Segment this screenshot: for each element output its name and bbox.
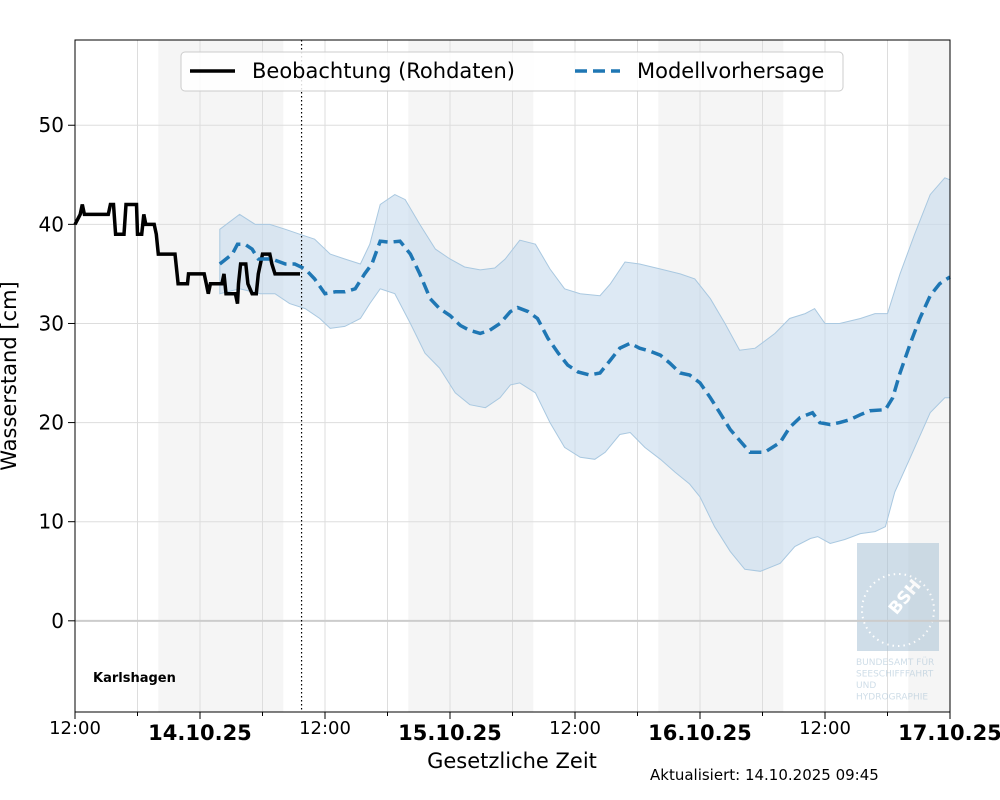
y-tick-label: 50 [39, 113, 64, 137]
x-tick-label: 12:00 [799, 718, 851, 739]
y-tick-label: 20 [39, 411, 64, 435]
x-tick-label: 14.10.25 [148, 721, 252, 745]
logo-caption-line: HYDROGRAPHIE [856, 693, 928, 703]
y-tick-label: 30 [39, 311, 64, 335]
series-observation-line [73, 202, 300, 304]
bsh-logo: BSH BUNDESAMT FÜR SEESCHIFFFAHRT UND HYDROG… [856, 543, 939, 703]
y-tick-label: 40 [39, 212, 64, 236]
logo-caption: BUNDESAMT FÜR SEESCHIFFFAHRT UND HYDROGRAPH… [856, 657, 934, 703]
x-tick-label: 12:00 [49, 718, 101, 739]
y-axis-label: Wasserstand [cm] [0, 281, 21, 470]
x-tick-label: 17.10.25 [898, 721, 1000, 745]
x-tick-label: 16.10.25 [648, 721, 752, 745]
x-tick-label: 15.10.25 [398, 721, 502, 745]
y-tick-label: 0 [51, 609, 64, 633]
logo-background [857, 543, 939, 651]
night-band [158, 40, 284, 712]
legend-observation-label: Beobachtung (Rohdaten) [252, 59, 515, 83]
logo-caption-line: BUNDESAMT FÜR [856, 657, 934, 668]
legend-box [180, 51, 844, 92]
axis-ticks: 0 10 20 30 40 50 12:00 14.10.25 12:00 15.10.25 12:… [39, 113, 1000, 745]
legend: Beobachtung (Rohdaten) Modellvorhersage [180, 51, 844, 92]
updated-timestamp: Aktualisiert: 14.10.2025 09:45 [650, 766, 879, 784]
logo-caption-line: SEESCHIFFFAHRT [856, 670, 934, 680]
station-label: Karlshagen [93, 671, 176, 686]
x-tick-label: 12:00 [549, 718, 601, 739]
logo-circle [861, 573, 935, 647]
legend-forecast-label: Modellvorhersage [637, 59, 824, 83]
logo-caption-line: UND [856, 681, 876, 691]
x-axis-label: Gesetzliche Zeit [427, 749, 597, 773]
x-tick-label: 12:00 [299, 718, 351, 739]
y-tick-label: 10 [39, 510, 64, 534]
series-forecast-line [218, 239, 951, 455]
